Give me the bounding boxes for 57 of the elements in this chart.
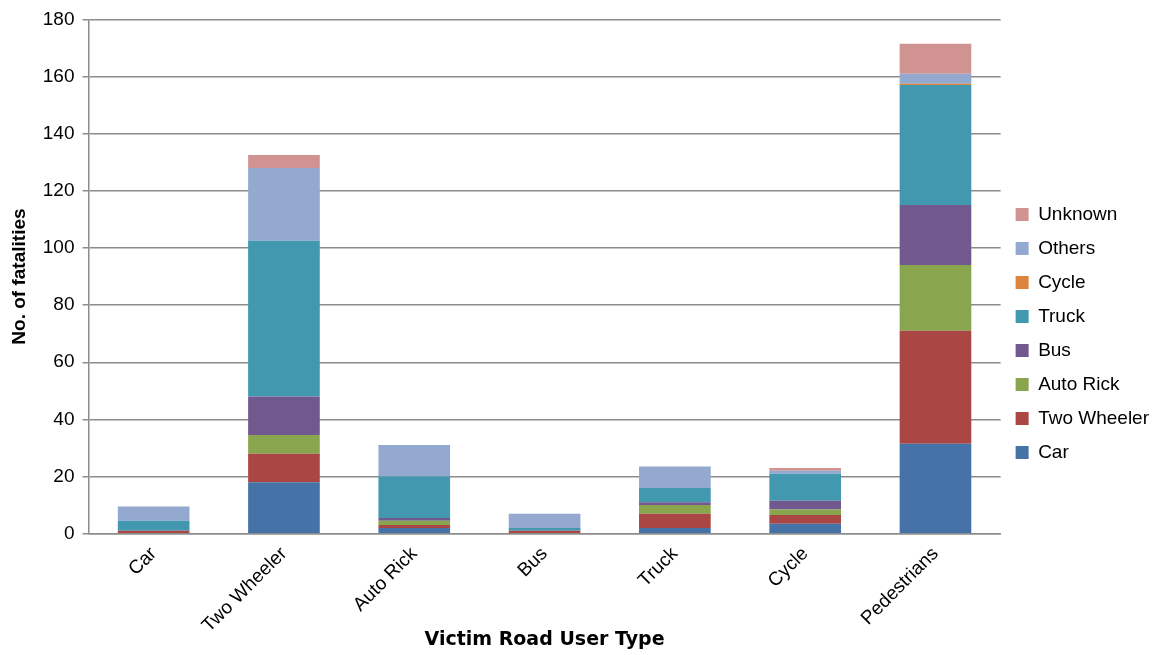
legend-label: Two Wheeler — [1038, 406, 1150, 428]
bar — [769, 515, 841, 524]
y-tick-label: 140 — [42, 121, 75, 143]
y-tick-label: 20 — [53, 464, 75, 486]
bar — [769, 500, 841, 510]
bar — [639, 466, 711, 488]
legend-label: Cycle — [1038, 270, 1086, 292]
y-tick-label: 40 — [53, 407, 75, 429]
bar — [378, 527, 451, 533]
bar — [117, 506, 190, 521]
legend-label: Others — [1038, 236, 1096, 258]
x-tick-label: Car — [123, 541, 161, 579]
x-tick-label: Bus — [513, 542, 552, 581]
y-tick-label: 80 — [53, 293, 75, 315]
legend-label: Bus — [1038, 338, 1071, 360]
bar — [248, 453, 320, 483]
bar — [378, 525, 451, 528]
bar — [248, 435, 320, 454]
bar — [117, 520, 190, 531]
y-axis-title: No. of fatalities — [7, 208, 29, 345]
bar — [639, 505, 711, 514]
bar — [248, 167, 320, 241]
bar — [769, 523, 841, 533]
legend-label: Unknown — [1038, 202, 1118, 224]
y-tick-label: 100 — [42, 236, 75, 258]
bar — [378, 445, 451, 477]
y-tick-label: 180 — [42, 7, 75, 29]
bar — [769, 509, 841, 516]
bar — [378, 520, 451, 526]
bar — [639, 502, 711, 506]
bar — [248, 482, 320, 533]
bar — [769, 473, 841, 501]
legend-label: Car — [1038, 440, 1070, 462]
bar — [378, 476, 451, 518]
legend-label: Auto Rick — [1038, 372, 1120, 394]
bar — [248, 396, 320, 436]
bar — [899, 443, 972, 533]
bar — [899, 73, 972, 84]
x-axis-title: Victim Road User Type — [424, 626, 665, 649]
bar — [899, 85, 972, 206]
bar — [639, 487, 711, 503]
bar — [248, 155, 320, 168]
bar — [378, 517, 451, 521]
bar — [117, 530, 190, 533]
y-tick-label: 160 — [42, 64, 75, 86]
bar — [899, 43, 972, 74]
bar — [639, 527, 711, 533]
y-tick-label: 60 — [53, 350, 75, 372]
bar — [639, 513, 711, 528]
bar — [899, 205, 972, 266]
bar — [508, 513, 581, 528]
bar — [248, 240, 320, 397]
legend-label: Truck — [1038, 304, 1086, 326]
bar — [899, 330, 972, 444]
y-tick-label: 0 — [63, 521, 75, 543]
bar — [899, 265, 972, 331]
y-tick-label: 120 — [42, 179, 75, 201]
